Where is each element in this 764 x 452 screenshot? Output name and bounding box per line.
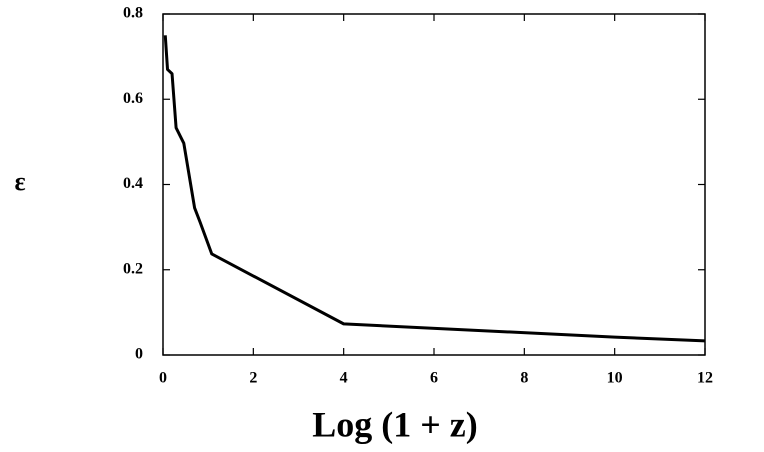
y-tick-label: 0.4 <box>123 175 143 192</box>
data-line <box>163 35 706 343</box>
x-tick-label: 2 <box>249 370 257 387</box>
x-tick-label: 12 <box>697 370 713 387</box>
y-tick-label: 0 <box>135 346 143 363</box>
x-tick-label: 4 <box>340 370 348 387</box>
x-tick-label: 10 <box>607 370 623 387</box>
plot-frame <box>162 13 706 356</box>
y-tick-label: 0.6 <box>123 90 143 107</box>
x-axis-label: Log (1 + z) <box>312 404 477 444</box>
y-tick-label: 0.8 <box>123 5 143 22</box>
y-axis-label: ε <box>14 167 25 196</box>
x-tick-label: 8 <box>520 370 528 387</box>
x-tick-label: 0 <box>159 370 167 387</box>
y-tick-label: 0.2 <box>123 260 143 277</box>
x-tick-label: 6 <box>430 370 438 387</box>
